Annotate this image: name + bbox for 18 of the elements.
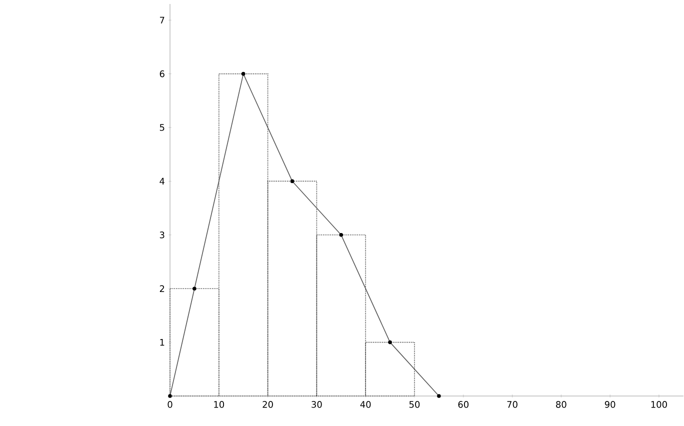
x-tick-label: 10 <box>214 401 224 408</box>
x-tick-label: 20 <box>262 401 273 408</box>
y-tick-label: 5 <box>160 124 164 131</box>
y-tick-label: 7 <box>160 16 164 24</box>
x-tick-label: 30 <box>312 401 322 408</box>
y-tick-label: 4 <box>160 178 164 184</box>
x-tick-label: 50 <box>409 401 420 408</box>
y-tick-label: 6 <box>160 70 164 78</box>
x-tick-label: 60 <box>458 401 469 408</box>
x-tick-label: 80 <box>556 401 566 408</box>
y-tick-label: 3 <box>160 232 164 238</box>
y-tick-label: 2 <box>160 285 164 292</box>
x-tick-label: 70 <box>507 401 518 408</box>
x-tick-label: 0 <box>168 401 172 408</box>
x-tick-label: 90 <box>604 401 616 408</box>
x-tick-label: 40 <box>360 401 371 408</box>
x-tick-label: 100 <box>651 401 667 408</box>
y-tick-label: 1 <box>160 339 164 346</box>
